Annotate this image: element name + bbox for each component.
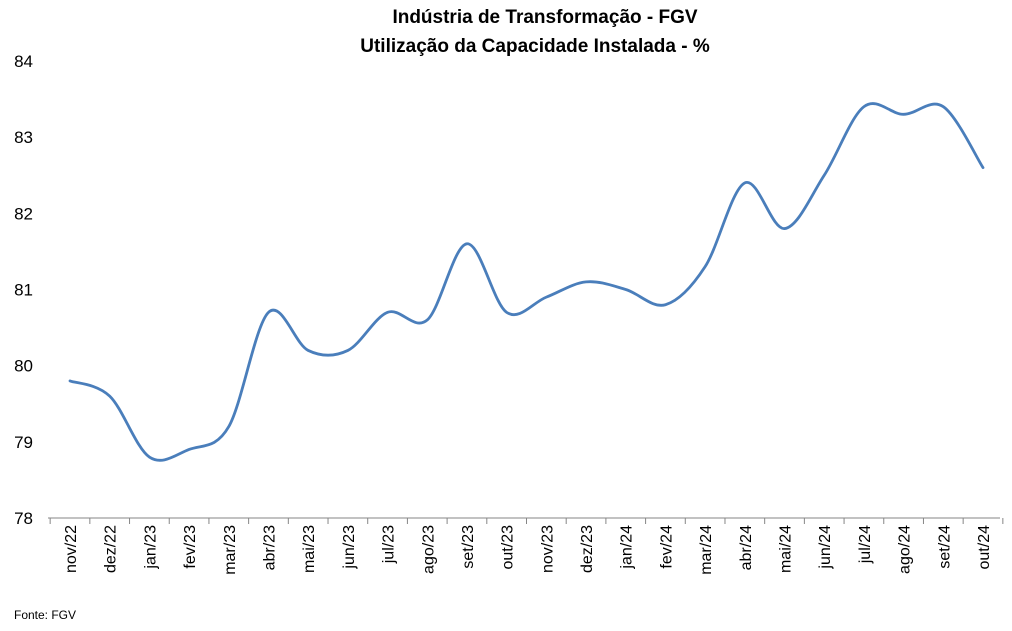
x-tick-label: jul/24 bbox=[857, 525, 874, 564]
y-axis-ticks: 78 79 80 81 82 83 84 bbox=[14, 52, 33, 528]
x-tick-label: jan/23 bbox=[142, 525, 159, 570]
data-point bbox=[147, 455, 151, 459]
data-point bbox=[663, 303, 667, 307]
data-point bbox=[266, 310, 270, 314]
x-tick-label: ago/24 bbox=[897, 525, 914, 574]
x-tick-label: nov/23 bbox=[539, 525, 556, 573]
y-tick-label: 83 bbox=[14, 128, 33, 147]
x-tick-label: dez/23 bbox=[579, 525, 596, 573]
y-tick-label: 80 bbox=[14, 357, 33, 376]
y-tick-label: 82 bbox=[14, 204, 33, 223]
x-tick-label: fev/24 bbox=[658, 525, 675, 569]
data-point bbox=[584, 280, 588, 284]
x-tick-label: abr/23 bbox=[261, 525, 278, 570]
data-point bbox=[902, 112, 906, 116]
x-axis-labels: nov/22 dez/22 jan/23 fev/23 mar/23 abr/23 mai/… bbox=[63, 525, 993, 575]
data-point bbox=[227, 425, 231, 429]
data-point bbox=[743, 181, 747, 185]
data-point bbox=[783, 227, 787, 231]
x-tick-label: out/24 bbox=[976, 525, 993, 570]
data-point bbox=[187, 447, 191, 451]
y-tick-label: 79 bbox=[14, 433, 33, 452]
x-tick-label: jul/23 bbox=[381, 525, 398, 564]
data-point bbox=[306, 348, 310, 352]
y-tick-label: 84 bbox=[14, 52, 33, 71]
series-group bbox=[68, 102, 985, 462]
x-tick-label: mar/23 bbox=[222, 525, 239, 575]
x-tick-label: dez/22 bbox=[103, 525, 120, 573]
x-axis-ticks bbox=[49, 518, 1004, 524]
data-point bbox=[624, 288, 628, 292]
series-line bbox=[68, 102, 985, 462]
data-points bbox=[68, 105, 985, 459]
data-point bbox=[505, 310, 509, 314]
data-point bbox=[862, 105, 866, 109]
x-tick-label: jun/24 bbox=[817, 525, 834, 570]
y-tick-label: 78 bbox=[14, 509, 33, 528]
x-tick-label: set/24 bbox=[936, 525, 953, 569]
data-point bbox=[68, 379, 72, 383]
data-point bbox=[981, 166, 985, 170]
chart-subtitle: Utilização da Capacidade Instalada - % bbox=[360, 36, 710, 57]
data-point bbox=[941, 105, 945, 109]
data-point bbox=[544, 295, 548, 299]
x-tick-label: jan/24 bbox=[619, 525, 636, 570]
y-tick-label: 81 bbox=[14, 281, 33, 300]
x-tick-label: ago/23 bbox=[420, 525, 437, 574]
x-tick-label: jun/23 bbox=[341, 525, 358, 570]
data-point bbox=[108, 394, 112, 398]
x-tick-label: fev/23 bbox=[182, 525, 199, 569]
x-tick-label: abr/24 bbox=[738, 525, 755, 570]
source-note: Fonte: FGV bbox=[14, 608, 76, 622]
x-tick-label: out/23 bbox=[500, 525, 517, 570]
data-point bbox=[465, 242, 469, 246]
data-point bbox=[822, 173, 826, 177]
data-point bbox=[386, 310, 390, 314]
x-tick-label: mai/23 bbox=[301, 525, 318, 573]
chart-title: Indústria de Transformação - FGV bbox=[392, 7, 697, 28]
x-tick-label: mai/24 bbox=[778, 525, 795, 573]
x-tick-label: nov/22 bbox=[63, 525, 80, 573]
x-tick-label: mar/24 bbox=[698, 525, 715, 575]
x-tick-label: set/23 bbox=[460, 525, 477, 569]
data-point bbox=[425, 318, 429, 322]
data-point bbox=[346, 348, 350, 352]
data-point bbox=[703, 265, 707, 269]
